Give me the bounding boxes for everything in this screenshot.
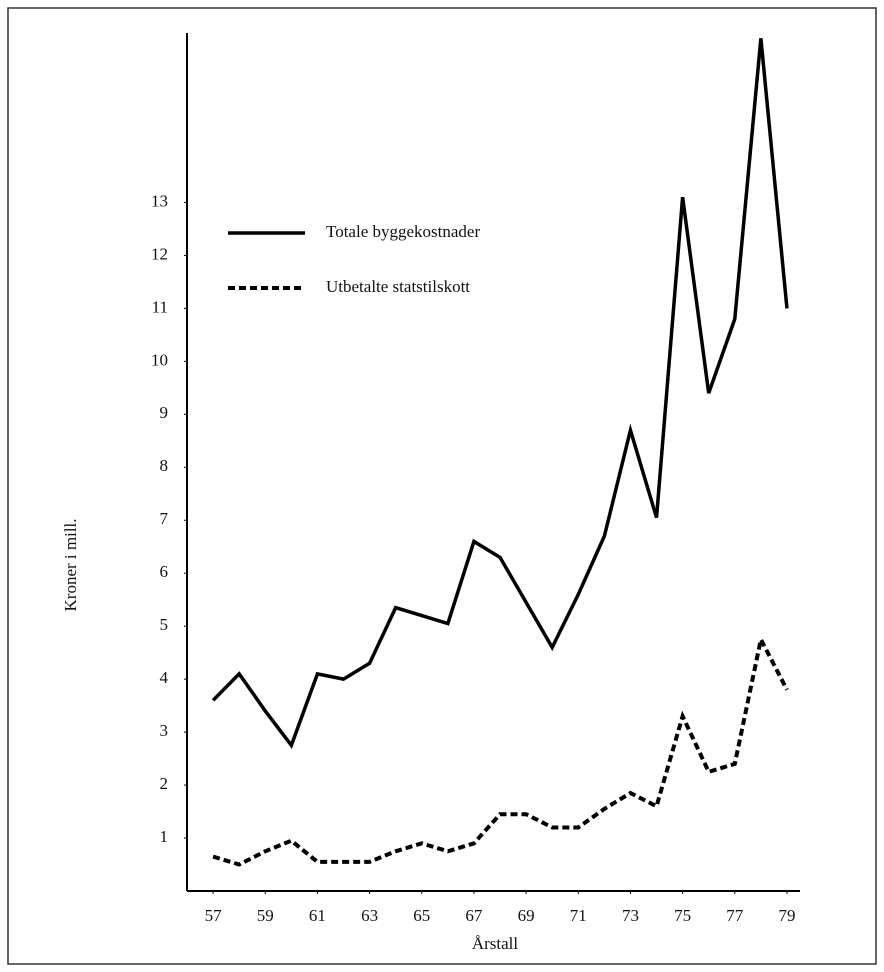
x-tick-label: 67 [465,906,483,925]
y-tick-label: 12 [151,244,168,263]
x-tick-label: 79 [778,906,795,925]
y-tick-label: 1 [160,827,169,846]
x-tick-label: 77 [726,906,744,925]
y-tick-label: 8 [160,456,169,475]
x-tick-label: 61 [309,906,326,925]
y-tick-label: 11 [152,297,168,316]
y-tick-label: 5 [160,615,169,634]
x-tick-label: 69 [518,906,535,925]
x-tick-label: 65 [413,906,430,925]
y-tick-label: 6 [160,562,169,581]
x-tick-label: 75 [674,906,691,925]
x-tick-label: 59 [257,906,274,925]
y-tick-label: 9 [160,403,169,422]
series-line [211,38,789,749]
y-tick-label: 10 [151,350,168,369]
x-axis-label: Årstall [472,934,519,953]
y-tick-label: 7 [160,509,169,528]
y-tick-label: 3 [160,721,169,740]
y-tick-label: 2 [160,774,169,793]
x-tick-label: 63 [361,906,378,925]
legend-label: Totale byggekostnader [326,222,480,241]
series-line [212,633,789,867]
y-tick-label: 4 [160,668,169,687]
y-tick-label: 13 [151,191,168,210]
legend-label: Utbetalte statstilskott [326,277,470,296]
y-axis-label: Kroner i mill. [61,518,80,611]
frame [7,7,877,965]
x-tick-label: 73 [622,906,639,925]
x-tick-label: 57 [205,906,223,925]
x-tick-label: 71 [570,906,587,925]
